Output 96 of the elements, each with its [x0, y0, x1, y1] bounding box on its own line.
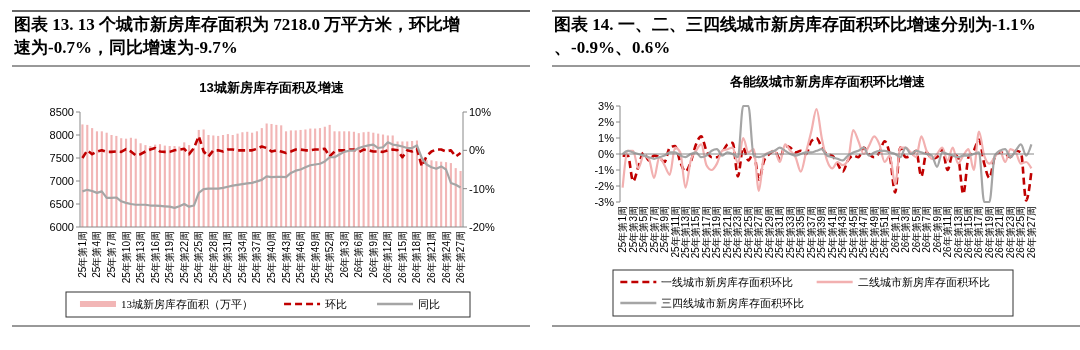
chart-subtitle: 各能级城市新房库存面积环比增速 [728, 74, 926, 89]
x-tick-label: 25年第51周 [879, 206, 891, 259]
y2-tick-label: -20% [469, 220, 495, 233]
x-tick-label: 26年第24周 [440, 231, 452, 284]
x-tick-label: 26年第9周 [931, 206, 943, 253]
x-tick-label: 25年第27周 [753, 206, 765, 259]
x-tick-label: 26年第11周 [942, 206, 954, 258]
legend-label: 一线城市新房库存面积环比 [661, 275, 794, 288]
legend-label: 二线城市新房库存面积环比 [857, 275, 990, 288]
x-tick-label: 26年第27周 [1025, 206, 1037, 259]
x-tick-label: 26年第13周 [952, 206, 964, 259]
y-tick-label: 1% [598, 131, 615, 144]
x-tick-label: 25年第21周 [721, 206, 733, 259]
y-tick-label: 7000 [49, 174, 74, 187]
x-tick-label: 26年第12周 [382, 231, 394, 284]
x-tick-label: 25年第46周 [295, 231, 307, 284]
x-tick-label: 25年第31周 [774, 206, 786, 259]
x-tick-label: 25年第25周 [193, 231, 205, 284]
x-tick-label: 26年第25周 [1015, 206, 1027, 259]
x-tick-label: 25年第28周 [207, 231, 219, 284]
x-tick-label: 25年第3周 [627, 206, 639, 253]
x-tick-label: 25年第19周 [711, 206, 723, 259]
y-tick-label: 6000 [49, 220, 74, 233]
chart-subtitle: 13城新房库存面积及增速 [199, 80, 345, 95]
x-tick-label: 26年第17周 [973, 206, 985, 259]
x-tick-label: 25年第40周 [266, 231, 277, 284]
chart-title: 图表 13. 13 个城市新房库存面积为 7218.0 万平方米，环比增速为-0.7%，同比增速为-9.7% [14, 15, 461, 57]
x-tick-label: 25年第10周 [120, 231, 132, 284]
x-tick-label: 25年第4周 [91, 231, 103, 278]
x-tick-label: 25年第49周 [309, 231, 321, 284]
x-tick-label: 26年第27周 [455, 231, 467, 284]
x-tick-label: 26年第5周 [910, 206, 922, 253]
legend-label: 13城新房库存面积（万平） [120, 297, 253, 310]
x-tick-label: 26年第9周 [367, 231, 379, 278]
x-tick-label: 25年第17周 [700, 206, 712, 259]
x-tick-label: 26年第3周 [338, 231, 350, 278]
legend-label: 环比 [325, 297, 348, 310]
y-tick-label: 0% [598, 147, 615, 160]
x-tick-label: 25年第15周 [690, 206, 702, 259]
x-tick-label: 25年第19周 [164, 231, 176, 284]
x-tick-label: 26年第21周 [425, 231, 437, 284]
y-tick-label: -2% [594, 179, 615, 192]
x-tick-label: 25年第5周 [638, 206, 650, 253]
x-tick-label: 26年第1周 [889, 206, 901, 253]
x-tick-label: 25年第34周 [236, 231, 248, 284]
x-tick-label: 25年第31周 [222, 231, 234, 284]
x-tick-label: 25年第7周 [106, 231, 118, 278]
y-tick-label: 8500 [49, 105, 74, 118]
x-tick-label: 26年第7周 [921, 206, 933, 253]
line-series [81, 134, 462, 168]
y2-tick-label: 10% [469, 105, 492, 118]
y-tick-label: -1% [594, 163, 615, 176]
x-tick-label: 25年第22周 [178, 231, 190, 284]
x-tick-label: 26年第15周 [962, 206, 974, 259]
x-tick-label: 25年第43周 [280, 231, 292, 284]
x-tick-label: 25年第35周 [795, 206, 807, 259]
chart-title: 图表 14. 一、二、三四线城市新房库存面积环比增速分别为-1.1%、-0.9%、0.6% [554, 15, 1036, 57]
y-tick-label: 8000 [49, 128, 74, 141]
x-tick-label: 25年第39周 [816, 206, 828, 259]
x-tick-label: 25年第23周 [732, 206, 744, 259]
x-tick-label: 25年第45周 [847, 206, 859, 259]
y2-tick-label: -10% [469, 182, 495, 195]
x-tick-label: 26年第18周 [411, 231, 423, 284]
x-tick-label: 25年第1周 [76, 231, 88, 278]
y-tick-label: 6500 [49, 197, 74, 210]
x-tick-label: 25年第7周 [648, 206, 660, 253]
y-tick-label: 2% [598, 115, 615, 128]
x-tick-label: 25年第37周 [251, 231, 263, 284]
y-tick-label: -3% [594, 195, 615, 208]
x-tick-label: 25年第1周 [617, 206, 629, 253]
x-tick-label: 26年第3周 [900, 206, 912, 253]
x-tick-label: 25年第13周 [680, 206, 692, 259]
line-series [81, 141, 462, 209]
x-tick-label: 25年第25周 [742, 206, 754, 259]
x-tick-label: 25年第43周 [837, 206, 849, 259]
y2-tick-label: 0% [469, 144, 486, 157]
legend-label: 三四线城市新房库存面积环比 [661, 296, 805, 309]
y-tick-label: 7500 [49, 151, 74, 164]
x-tick-label: 25年第49周 [868, 206, 880, 259]
legend-label: 同比 [418, 297, 441, 310]
x-tick-label: 25年第41周 [826, 206, 838, 259]
x-tick-label: 25年第52周 [324, 231, 336, 284]
x-tick-label: 25年第47周 [858, 206, 870, 259]
x-tick-label: 26年第19周 [983, 206, 995, 259]
x-tick-label: 26年第21周 [994, 206, 1006, 259]
y-tick-label: 3% [598, 99, 615, 112]
x-tick-label: 25年第11周 [669, 206, 681, 258]
x-tick-label: 25年第13周 [135, 231, 147, 284]
x-tick-label: 26年第23周 [1004, 206, 1016, 259]
x-tick-label: 26年第6周 [353, 231, 365, 278]
x-tick-label: 25年第33周 [784, 206, 796, 259]
x-tick-label: 25年第37周 [805, 206, 817, 259]
x-tick-label: 25年第16周 [149, 231, 161, 284]
x-tick-label: 26年第15周 [396, 231, 408, 284]
x-tick-label: 25年第9周 [659, 206, 671, 253]
x-tick-label: 25年第29周 [763, 206, 775, 259]
